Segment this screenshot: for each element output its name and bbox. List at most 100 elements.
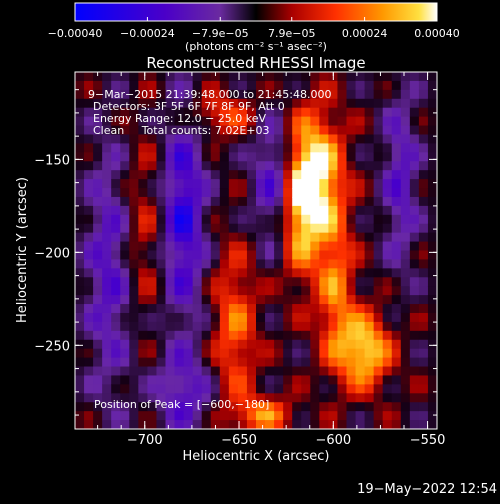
heatmap-cell: [174, 98, 185, 109]
heatmap-cell: [183, 250, 194, 261]
heatmap-cell: [111, 250, 121, 261]
y-axis-label: Heliocentric Y (arcsec): [15, 177, 30, 323]
heatmap-cell: [355, 223, 366, 234]
heatmap-cell: [409, 304, 420, 314]
heatmap-cell: [283, 116, 293, 127]
heatmap-cell: [237, 259, 248, 269]
heatmap-cell: [219, 72, 230, 82]
x-tick-label: −550: [410, 433, 446, 448]
heatmap-cell: [400, 375, 411, 385]
heatmap-cell: [382, 375, 393, 385]
heatmap-cell: [156, 214, 167, 225]
heatmap-cell: [283, 223, 293, 234]
heatmap-cell: [418, 205, 429, 216]
heatmap-cell: [364, 286, 375, 296]
heatmap-cell: [337, 286, 348, 296]
heatmap-cell: [111, 330, 121, 341]
heatmap-cell: [147, 420, 158, 429]
heatmap-cell: [364, 384, 375, 394]
heatmap-cell: [147, 384, 158, 394]
heatmap-cell: [265, 214, 275, 225]
heatmap-cell: [409, 357, 420, 368]
heatmap-cell: [219, 232, 230, 243]
heatmap-cell: [346, 286, 357, 296]
heatmap-cell: [120, 223, 130, 234]
heatmap-cell: [219, 295, 230, 305]
heatmap-cell: [93, 384, 103, 394]
heatmap-cell: [210, 339, 221, 350]
heatmap-cell: [382, 393, 393, 403]
heatmap-cell: [283, 134, 293, 144]
heatmap-cell: [246, 312, 257, 323]
heatmap-cell: [192, 384, 203, 394]
heatmap-cell: [75, 143, 85, 153]
heatmap-cell: [210, 89, 221, 100]
heatmap-cell: [265, 80, 275, 91]
heatmap-cell: [174, 232, 185, 243]
heatmap-cell: [427, 277, 437, 287]
heatmap-cell: [138, 339, 148, 350]
heatmap-cell: [129, 179, 139, 189]
heatmap-cell: [310, 384, 320, 394]
heatmap-cell: [373, 152, 384, 162]
heatmap-cell: [138, 107, 148, 118]
heatmap-cell: [183, 259, 194, 269]
heatmap-cell: [183, 107, 194, 118]
heatmap-cell: [210, 107, 221, 118]
heatmap-cell: [156, 152, 167, 162]
heatmap-cell: [228, 375, 239, 385]
heatmap-cell: [84, 89, 94, 100]
heatmap-cell: [319, 241, 329, 252]
heatmap-cell: [346, 232, 357, 243]
heatmap-cell: [102, 321, 112, 332]
heatmap-cell: [102, 134, 112, 144]
heatmap-cell: [246, 232, 257, 243]
heatmap-cell: [111, 223, 121, 234]
heatmap-cell: [219, 402, 230, 412]
heatmap-cell: [183, 304, 194, 314]
heatmap-cell: [237, 116, 248, 127]
heatmap-cell: [147, 366, 158, 377]
heatmap-cell: [165, 268, 176, 278]
heatmap-cell: [346, 161, 357, 171]
heatmap-cell: [228, 259, 239, 269]
heatmap-cell: [292, 357, 302, 368]
heatmap-cell: [75, 161, 85, 171]
heatmap-cell: [174, 304, 185, 314]
heatmap-cell: [156, 80, 167, 91]
heatmap-cell: [364, 268, 375, 278]
heatmap-cell: [256, 375, 266, 385]
heatmap-cell: [228, 89, 239, 100]
heatmap-cell: [283, 357, 293, 368]
heatmap-cell: [355, 330, 366, 341]
heatmap-cell: [237, 366, 248, 377]
heatmap-cell: [75, 268, 85, 278]
heatmap-cell: [382, 250, 393, 261]
heatmap-cell: [373, 375, 384, 385]
heatmap-cell: [192, 277, 203, 287]
heatmap-cell: [102, 214, 112, 225]
heatmap-cell: [165, 286, 176, 296]
heatmap-cell: [337, 196, 348, 207]
heatmap-cell: [174, 89, 185, 100]
heatmap-cell: [246, 384, 257, 394]
heatmap-cell: [120, 89, 130, 100]
heatmap-cell: [427, 107, 437, 118]
heatmap-cell: [319, 170, 329, 180]
heatmap-cell: [75, 89, 85, 100]
heatmap-cell: [283, 205, 293, 216]
heatmap-cell: [319, 259, 329, 269]
heatmap-cell: [183, 196, 194, 207]
heatmap-cell: [337, 170, 348, 180]
heatmap-cell: [120, 134, 130, 144]
heatmap-cell: [301, 89, 311, 100]
heatmap-cell: [400, 295, 411, 305]
heatmap-cell: [364, 330, 375, 341]
heatmap-cell: [364, 339, 375, 350]
heatmap-cell: [292, 259, 302, 269]
heatmap-cell: [165, 98, 176, 109]
heatmap-cell: [174, 286, 185, 296]
heatmap-cell: [355, 107, 366, 118]
heatmap-cell: [174, 188, 185, 198]
heatmap-cell: [391, 295, 402, 305]
